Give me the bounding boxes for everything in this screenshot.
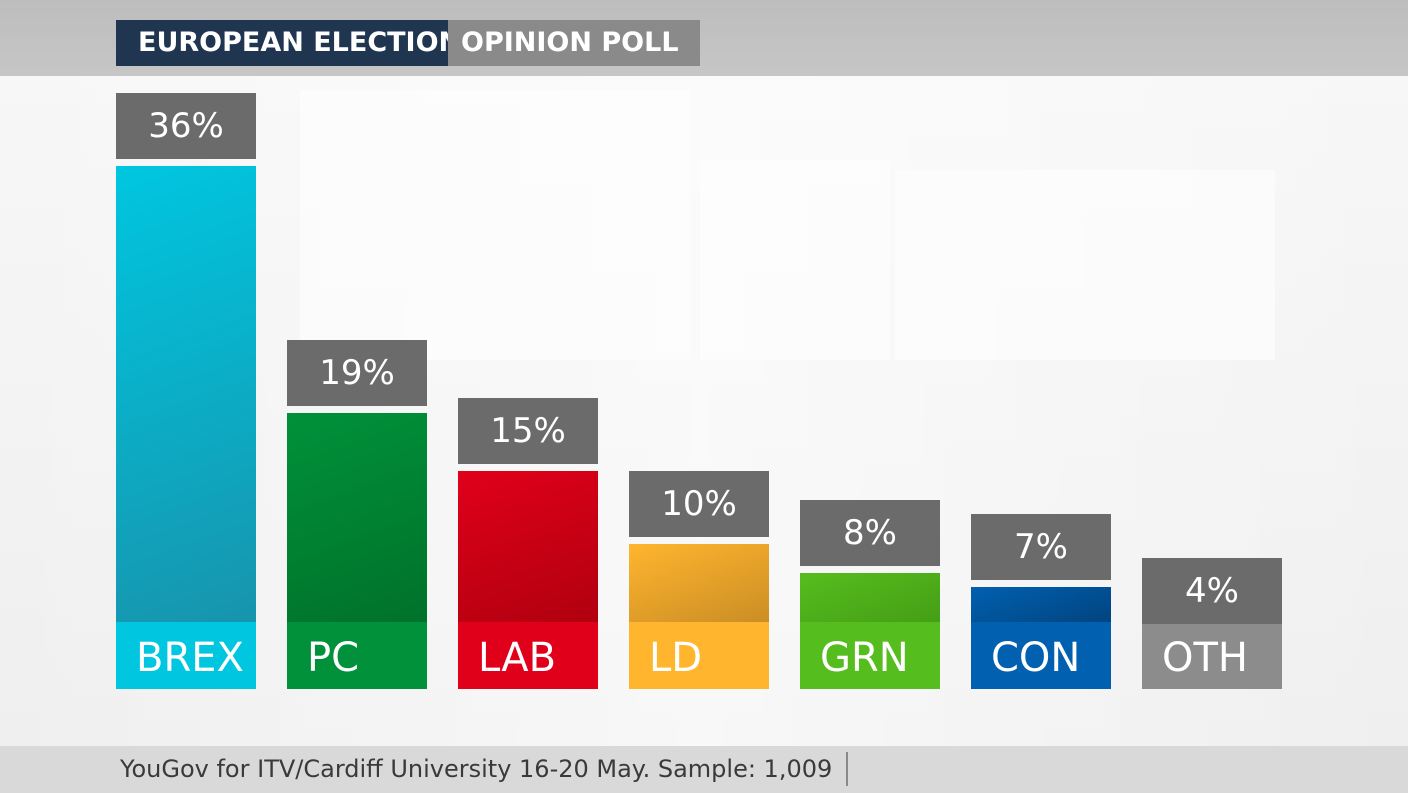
value-label-lab: 15% xyxy=(458,398,598,465)
category-label-grn: GRN xyxy=(800,622,940,689)
background-tile xyxy=(300,90,690,360)
category-label-con: CON xyxy=(971,622,1111,689)
category-label-ld: LD xyxy=(629,622,769,689)
background-tile xyxy=(895,170,1275,360)
bar-brex xyxy=(116,166,256,689)
source-note: YouGov for ITV/Cardiff University 16-20 … xyxy=(120,755,833,783)
category-label-oth: OTH xyxy=(1142,622,1282,689)
chart-title: EUROPEAN ELECTION xyxy=(116,20,461,66)
value-label-con: 7% xyxy=(971,514,1111,581)
value-label-brex: 36% xyxy=(116,93,256,159)
value-label-grn: 8% xyxy=(800,499,940,566)
footer-separator xyxy=(846,752,848,786)
category-label-pc: PC xyxy=(287,622,427,689)
footer-bar xyxy=(0,746,1408,793)
background-tile xyxy=(700,160,890,360)
category-label-lab: LAB xyxy=(458,622,598,689)
chart-subtitle: OPINION POLL xyxy=(448,20,700,66)
value-label-ld: 10% xyxy=(629,470,769,537)
value-label-oth: 4% xyxy=(1142,557,1282,624)
value-label-pc: 19% xyxy=(287,339,427,406)
category-label-brex: BREX xyxy=(116,622,256,689)
title-bar: EUROPEAN ELECTION OPINION POLL xyxy=(116,20,700,66)
